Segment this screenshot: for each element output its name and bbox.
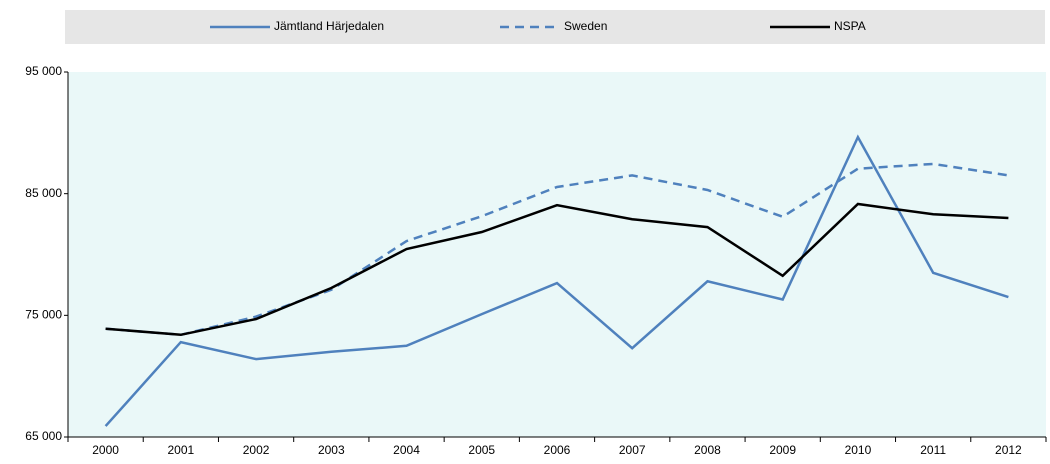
x-tick-label: 2007	[619, 443, 646, 457]
x-tick-label: 2010	[845, 443, 872, 457]
x-tick-label: 2009	[769, 443, 796, 457]
series-line	[105, 162, 1009, 337]
x-tick-label: 2012	[995, 443, 1022, 457]
x-tick-label: 2011	[920, 443, 946, 457]
series-line	[105, 202, 1009, 337]
x-tick-label: 2001	[167, 443, 194, 457]
x-tick-label: 2000	[92, 443, 119, 457]
x-tick-label: 2006	[544, 443, 571, 457]
y-tick-label: 85 000	[25, 186, 62, 200]
x-tick-label: 2004	[393, 443, 420, 457]
series-line	[104, 134, 1009, 427]
x-tick-label: 2003	[318, 443, 345, 457]
y-tick-label: 75 000	[25, 308, 62, 322]
legend-label: NSPA	[834, 19, 866, 33]
y-tick-label: 65 000	[25, 429, 62, 443]
x-tick-label: 2005	[468, 443, 495, 457]
plot-area	[68, 72, 1046, 437]
x-tick-label: 2008	[694, 443, 721, 457]
y-tick-label: 95 000	[25, 64, 62, 78]
legend-label: Jämtland Härjedalen	[274, 19, 384, 33]
legend-label: Sweden	[564, 19, 607, 33]
x-tick-label: 2002	[243, 443, 270, 457]
